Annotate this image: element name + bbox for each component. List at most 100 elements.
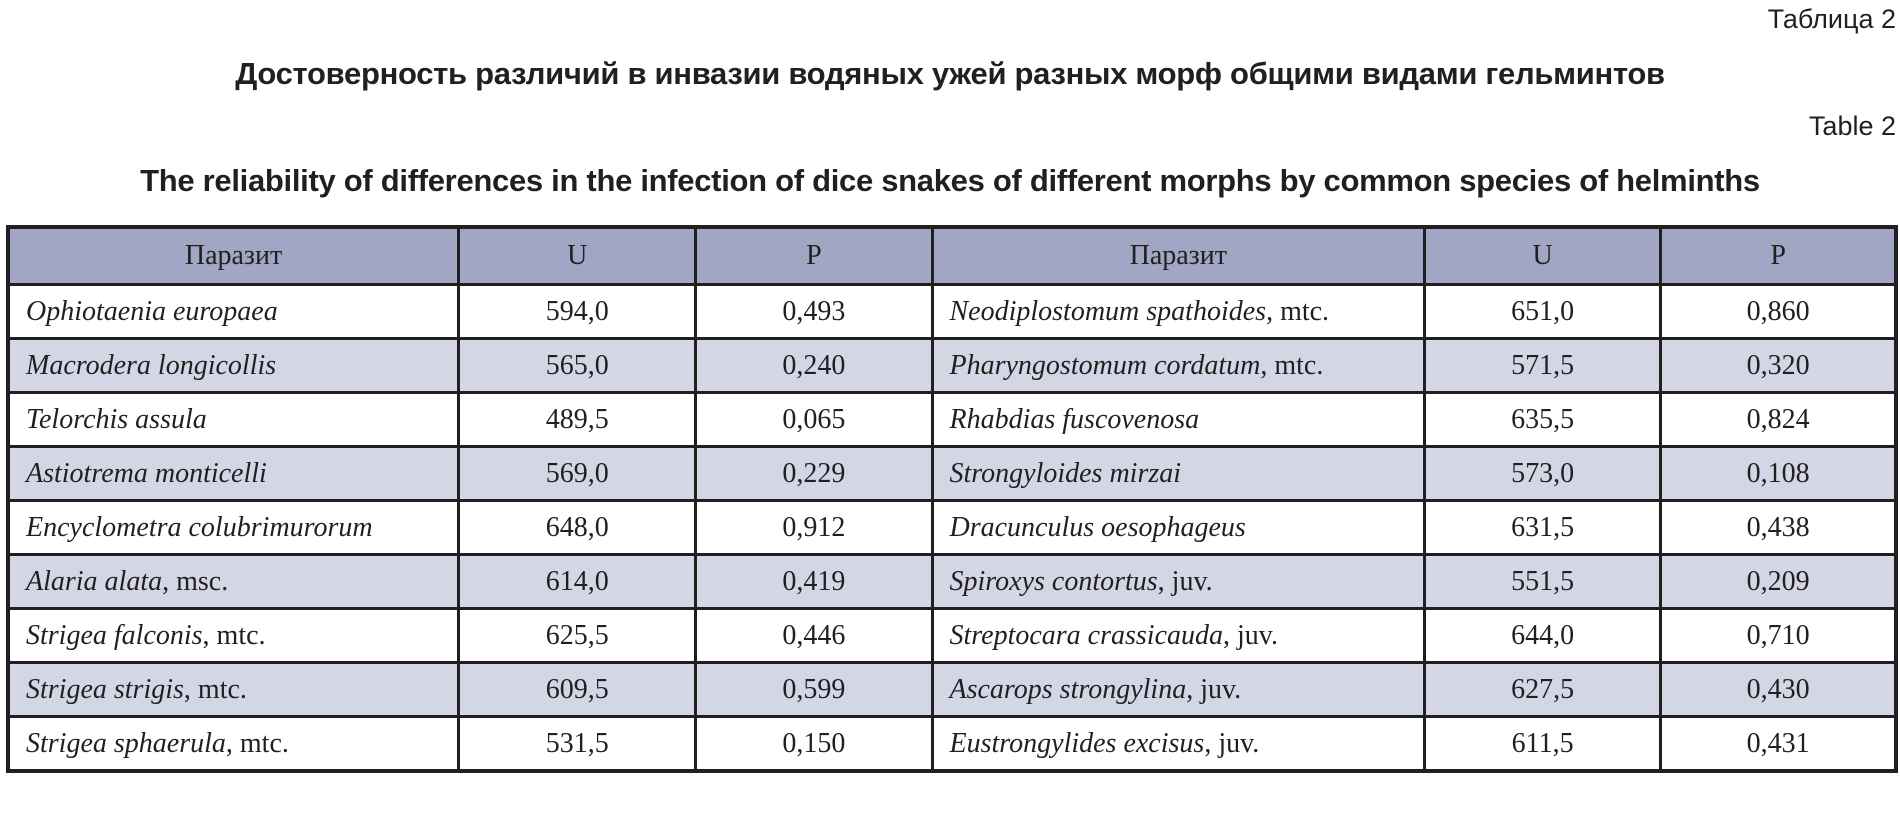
table-row: Telorchis assula 489,5 0,065 Rhabdias fusco…: [6, 391, 1898, 448]
u-value-right: 635,5: [1423, 391, 1663, 448]
parasite-name-left: Strigea sphaerula, mtc.: [6, 715, 461, 773]
table-title-ru: Достоверность различий в инвазии водяных…: [235, 56, 1665, 91]
header-p-right: P: [1659, 225, 1898, 286]
table-row: Ophiotaenia europaea 594,0 0,493 Neodiplost…: [6, 283, 1898, 340]
header-u-left: U: [457, 225, 698, 286]
u-value-right: 611,5: [1423, 715, 1663, 773]
u-value-right: 651,0: [1423, 283, 1663, 340]
table-header-row: Паразит U P Паразит U P: [6, 225, 1898, 286]
table-caption-ru: Таблица 2: [1767, 4, 1896, 34]
species-name: Strongyloides mirzai: [949, 457, 1182, 489]
p-value-right: 0,710: [1659, 607, 1898, 664]
u-value-right: 573,0: [1423, 445, 1663, 502]
p-value-right: 0,209: [1659, 553, 1898, 610]
p-value-left: 0,065: [694, 391, 934, 448]
parasite-name-right: Rhabdias fuscovenosa: [930, 391, 1427, 448]
parasite-name-left: Encyclometra colubrimurorum: [6, 499, 461, 556]
stage-suffix: , mtc.: [1266, 295, 1330, 327]
species-name: Strigea falconis: [26, 619, 203, 651]
p-value-right: 0,438: [1659, 499, 1898, 556]
u-value-left: 531,5: [457, 715, 698, 773]
u-value-right: 631,5: [1423, 499, 1663, 556]
p-value-right: 0,430: [1659, 661, 1898, 718]
parasite-name-right: Neodiplostomum spathoides, mtc.: [930, 283, 1427, 340]
table-row: Strigea sphaerula, mtc. 531,5 0,150 Eustron…: [6, 715, 1898, 773]
p-value-right: 0,824: [1659, 391, 1898, 448]
table-row: Strigea falconis, mtc. 625,5 0,446 Streptoc…: [6, 607, 1898, 664]
stage-suffix: , juv.: [1157, 565, 1213, 597]
species-name: Dracunculus oesophageus: [949, 511, 1246, 543]
species-name: Ophiotaenia europaea: [26, 295, 278, 327]
parasite-name-left: Strigea falconis, mtc.: [6, 607, 461, 664]
u-value-left: 625,5: [457, 607, 698, 664]
u-value-left: 565,0: [457, 337, 698, 394]
parasite-name-right: Eustrongylides excisus, juv.: [930, 715, 1427, 773]
p-value-left: 0,599: [694, 661, 934, 718]
table-row: Macrodera longicollis 565,0 0,240 Pharyngos…: [6, 337, 1898, 394]
u-value-right: 627,5: [1423, 661, 1663, 718]
table-row: Alaria alata, msc. 614,0 0,419 Spiroxys con…: [6, 553, 1898, 610]
u-value-left: 648,0: [457, 499, 698, 556]
species-name: Streptocara crassicauda: [949, 619, 1224, 651]
p-value-right: 0,320: [1659, 337, 1898, 394]
parasite-name-right: Pharyngostomum cordatum, mtc.: [930, 337, 1427, 394]
header-u-right: U: [1423, 225, 1663, 286]
u-value-right: 644,0: [1423, 607, 1663, 664]
p-value-right: 0,431: [1659, 715, 1898, 773]
stage-suffix: , mtc.: [183, 673, 247, 705]
species-name: Rhabdias fuscovenosa: [949, 403, 1200, 435]
species-name: Ascarops strongylina: [949, 673, 1187, 705]
p-value-left: 0,150: [694, 715, 934, 773]
p-value-right: 0,860: [1659, 283, 1898, 340]
stage-suffix: , mtc.: [202, 619, 266, 651]
p-value-left: 0,240: [694, 337, 934, 394]
header-parasite-right: Паразит: [930, 225, 1427, 286]
u-value-left: 569,0: [457, 445, 698, 502]
parasite-name-right: Streptocara crassicauda, juv.: [930, 607, 1427, 664]
p-value-left: 0,419: [694, 553, 934, 610]
stage-suffix: , juv.: [1186, 673, 1242, 705]
parasite-name-left: Alaria alata, msc.: [6, 553, 461, 610]
species-name: Pharyngostomum cordatum: [949, 349, 1261, 381]
stage-suffix: , juv.: [1223, 619, 1278, 651]
p-value-left: 0,229: [694, 445, 934, 502]
table-caption-en: Table 2: [1808, 111, 1896, 141]
species-name: Encyclometra colubrimurorum: [26, 511, 373, 543]
p-value-left: 0,493: [694, 283, 934, 340]
parasite-name-right: Strongyloides mirzai: [930, 445, 1427, 502]
parasite-name-left: Astiotrema monticelli: [6, 445, 461, 502]
p-value-right: 0,108: [1659, 445, 1898, 502]
species-name: Astiotrema monticelli: [26, 457, 267, 489]
results-table: Паразит U P Паразит U P Ophiotaenia euro…: [6, 225, 1898, 773]
species-name: Eustrongylides excisus: [949, 727, 1205, 759]
p-value-left: 0,446: [694, 607, 934, 664]
stage-suffix: , mtc.: [1260, 349, 1324, 381]
species-name: Spiroxys contortus: [949, 565, 1158, 597]
u-value-left: 489,5: [457, 391, 698, 448]
header-p-left: P: [694, 225, 934, 286]
header-parasite-left: Паразит: [6, 225, 461, 286]
u-value-right: 551,5: [1423, 553, 1663, 610]
parasite-name-right: Spiroxys contortus, juv.: [930, 553, 1427, 610]
p-value-left: 0,912: [694, 499, 934, 556]
species-name: Strigea sphaerula: [26, 727, 226, 759]
parasite-name-left: Telorchis assula: [6, 391, 461, 448]
species-name: Neodiplostomum spathoides: [949, 295, 1267, 327]
species-name: Telorchis assula: [26, 403, 207, 435]
u-value-left: 594,0: [457, 283, 698, 340]
table-row: Encyclometra colubrimurorum 648,0 0,912 Dra…: [6, 499, 1898, 556]
u-value-left: 609,5: [457, 661, 698, 718]
parasite-name-left: Ophiotaenia europaea: [6, 283, 461, 340]
species-name: Strigea strigis: [26, 673, 184, 705]
stage-suffix: , juv.: [1204, 727, 1260, 759]
stage-suffix: , msc.: [162, 565, 229, 597]
stage-suffix: , mtc.: [225, 727, 289, 759]
parasite-name-left: Macrodera longicollis: [6, 337, 461, 394]
parasite-name-left: Strigea strigis, mtc.: [6, 661, 461, 718]
parasite-name-right: Dracunculus oesophageus: [930, 499, 1427, 556]
species-name: Macrodera longicollis: [26, 349, 277, 381]
u-value-right: 571,5: [1423, 337, 1663, 394]
u-value-left: 614,0: [457, 553, 698, 610]
parasite-name-right: Ascarops strongylina, juv.: [930, 661, 1427, 718]
table-row: Strigea strigis, mtc. 609,5 0,599 Ascarops …: [6, 661, 1898, 718]
